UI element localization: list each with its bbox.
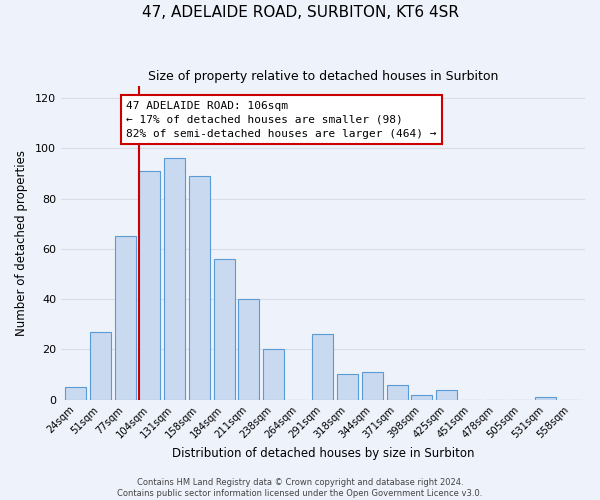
- Bar: [337, 374, 358, 400]
- X-axis label: Distribution of detached houses by size in Surbiton: Distribution of detached houses by size …: [172, 447, 474, 460]
- Bar: [412, 394, 433, 400]
- Text: Contains HM Land Registry data © Crown copyright and database right 2024.
Contai: Contains HM Land Registry data © Crown c…: [118, 478, 482, 498]
- Bar: [263, 350, 284, 400]
- Bar: [139, 171, 160, 400]
- Y-axis label: Number of detached properties: Number of detached properties: [15, 150, 28, 336]
- Bar: [238, 299, 259, 400]
- Bar: [436, 390, 457, 400]
- Bar: [164, 158, 185, 400]
- Bar: [189, 176, 210, 400]
- Bar: [535, 397, 556, 400]
- Bar: [386, 384, 407, 400]
- Bar: [214, 259, 235, 400]
- Bar: [362, 372, 383, 400]
- Bar: [65, 387, 86, 400]
- Title: Size of property relative to detached houses in Surbiton: Size of property relative to detached ho…: [148, 70, 498, 83]
- Bar: [313, 334, 334, 400]
- Text: 47, ADELAIDE ROAD, SURBITON, KT6 4SR: 47, ADELAIDE ROAD, SURBITON, KT6 4SR: [142, 5, 458, 20]
- Text: 47 ADELAIDE ROAD: 106sqm
← 17% of detached houses are smaller (98)
82% of semi-d: 47 ADELAIDE ROAD: 106sqm ← 17% of detach…: [127, 100, 437, 138]
- Bar: [115, 236, 136, 400]
- Bar: [90, 332, 111, 400]
